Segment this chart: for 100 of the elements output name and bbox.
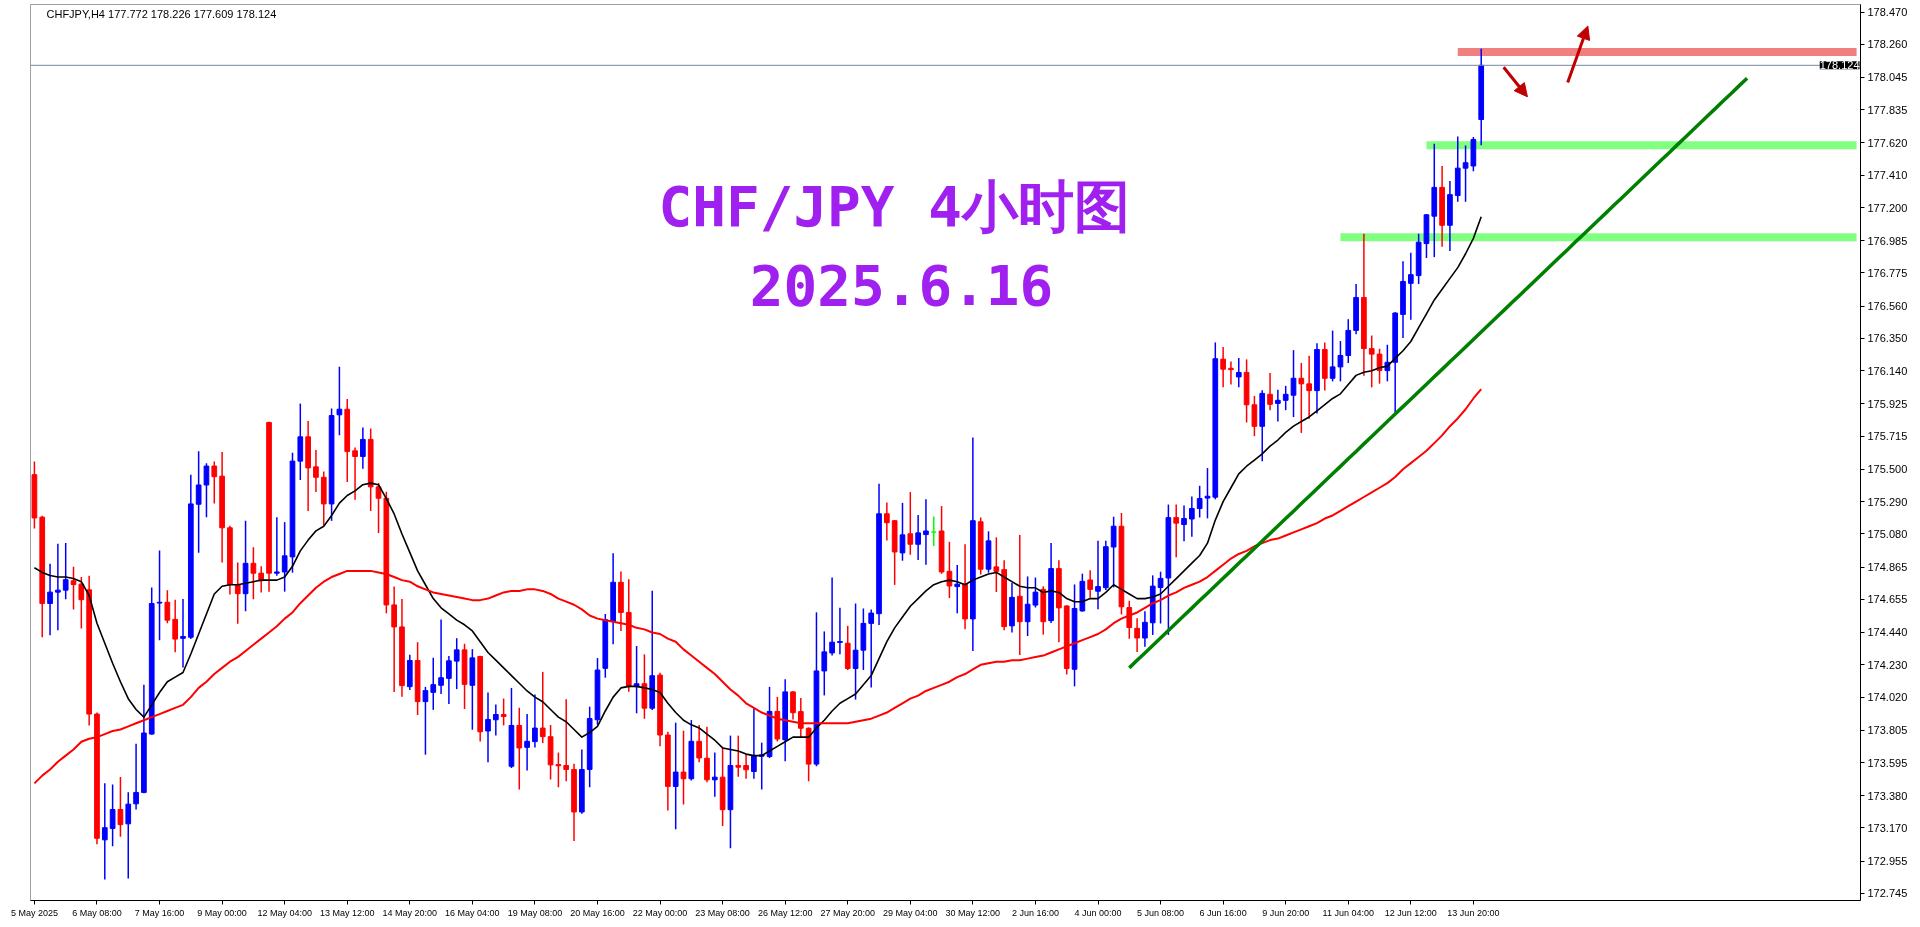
candlestick xyxy=(884,502,890,541)
candlestick xyxy=(492,704,499,736)
y-tick-label: 174.230 xyxy=(1867,658,1908,671)
candlestick xyxy=(438,619,444,695)
candlestick xyxy=(180,598,186,668)
candlestick xyxy=(524,714,530,771)
candlestick xyxy=(1134,618,1140,652)
candlestick xyxy=(422,686,429,755)
y-tick-label: 178.260 xyxy=(1867,38,1908,51)
candlestick xyxy=(915,515,921,560)
y-tick-label: 175.080 xyxy=(1867,527,1908,540)
candlestick xyxy=(1173,504,1180,558)
x-tick-label: 7 May 16:00 xyxy=(134,907,185,918)
candlestick xyxy=(1142,611,1148,647)
candlestick xyxy=(274,517,280,576)
candlestick xyxy=(1290,350,1297,418)
candlestick xyxy=(360,427,366,469)
y-tick-label: 176.775 xyxy=(1867,266,1908,279)
candlestick xyxy=(1376,348,1383,384)
candlestick xyxy=(868,609,875,688)
candlestick xyxy=(837,607,843,655)
y-tick-label: 175.925 xyxy=(1867,397,1908,410)
candlestick xyxy=(516,707,523,790)
y-tick-label: 177.835 xyxy=(1867,103,1908,116)
candlestick xyxy=(1157,571,1164,624)
candlestick xyxy=(234,562,241,624)
candlestick xyxy=(829,577,835,656)
candlestick xyxy=(1298,362,1305,433)
candlestick xyxy=(55,543,61,631)
candlestick xyxy=(899,502,906,561)
y-tick-label: 174.655 xyxy=(1867,593,1908,606)
line-series xyxy=(1127,76,1749,670)
annotation: CHFJPY,H4 177.772 178.226 177.609 178.124 xyxy=(46,7,277,20)
candlestick xyxy=(1337,341,1344,382)
y-tick-label: 178.045 xyxy=(1867,71,1908,84)
candlestick xyxy=(1087,570,1094,598)
candlestick xyxy=(172,599,179,653)
candlestick xyxy=(672,722,679,830)
x-tick-label: 5 Jun 08:00 xyxy=(1137,907,1185,918)
candlestick xyxy=(47,563,53,636)
candlestick xyxy=(1095,540,1101,610)
x-tick-label: 6 May 08:00 xyxy=(72,907,122,918)
candlestick xyxy=(797,698,804,737)
x-tick-label: 29 May 04:00 xyxy=(883,907,938,918)
candlestick xyxy=(133,743,139,810)
y-tick-label: 175.715 xyxy=(1867,430,1908,443)
candlestick xyxy=(1228,361,1234,385)
candlestick xyxy=(852,603,859,700)
candlestick xyxy=(352,447,358,500)
y-tick-label: 173.595 xyxy=(1867,756,1908,769)
x-tick-label: 14 May 20:00 xyxy=(382,907,438,918)
x-tick-label: 19 May 08:00 xyxy=(507,907,563,918)
candlestick xyxy=(62,542,69,600)
y-tick-label: 177.410 xyxy=(1867,169,1908,182)
candlestick xyxy=(680,730,687,805)
y-tick-label: 175.500 xyxy=(1867,463,1908,476)
x-tick-label: 4 Jun 00:00 xyxy=(1074,907,1122,918)
x-tick-label: 22 May 00:00 xyxy=(632,907,688,918)
candlestick xyxy=(696,725,702,763)
candlestick xyxy=(375,483,382,533)
x-tick-label: 23 May 08:00 xyxy=(695,907,750,918)
candlestick xyxy=(109,784,116,847)
ref-line-label: 178.124 xyxy=(1819,59,1860,72)
candlestick xyxy=(790,691,796,720)
y-tick-label: 176.985 xyxy=(1867,234,1908,247)
candlestick xyxy=(1235,357,1242,388)
candlestick xyxy=(1181,505,1187,542)
candlestick xyxy=(1204,468,1211,519)
candlestick xyxy=(453,638,460,690)
x-tick-label: 26 May 12:00 xyxy=(757,907,813,918)
y-tick-label: 173.380 xyxy=(1867,789,1908,802)
x-tick-label: 9 May 00:00 xyxy=(197,907,247,918)
text: 2025.6.16 xyxy=(749,252,1054,318)
candlestick xyxy=(954,565,961,614)
y-tick-label: 176.350 xyxy=(1867,332,1908,345)
candlestick xyxy=(164,590,171,624)
candlestick xyxy=(101,783,108,880)
candlestick xyxy=(203,463,210,518)
candlestick xyxy=(336,366,343,436)
y-tick-label: 178.470 xyxy=(1867,6,1908,19)
candlestick xyxy=(1196,485,1203,518)
y-tick-label: 173.805 xyxy=(1867,724,1908,737)
candlestick xyxy=(923,499,929,565)
y-tick-label: 174.865 xyxy=(1867,561,1908,574)
candlestick xyxy=(704,726,710,783)
y-tick-label: 172.955 xyxy=(1867,855,1908,868)
candlestick xyxy=(1407,252,1414,320)
candlestick xyxy=(1126,600,1133,639)
candlestick xyxy=(1189,496,1195,537)
y-tick-label: 173.170 xyxy=(1867,821,1908,834)
candlestick xyxy=(211,461,218,504)
x-tick-label: 5 May 2025 xyxy=(10,907,58,918)
x-tick-label: 12 Jun 12:00 xyxy=(1384,907,1437,918)
candlestick xyxy=(313,450,319,493)
candlestick xyxy=(1329,330,1336,382)
candlestick xyxy=(821,631,828,696)
x-tick-label: 9 Jun 20:00 xyxy=(1262,907,1310,918)
candlestick xyxy=(446,656,452,705)
candlestick xyxy=(500,698,507,726)
x-tick-label: 27 May 20:00 xyxy=(820,907,876,918)
